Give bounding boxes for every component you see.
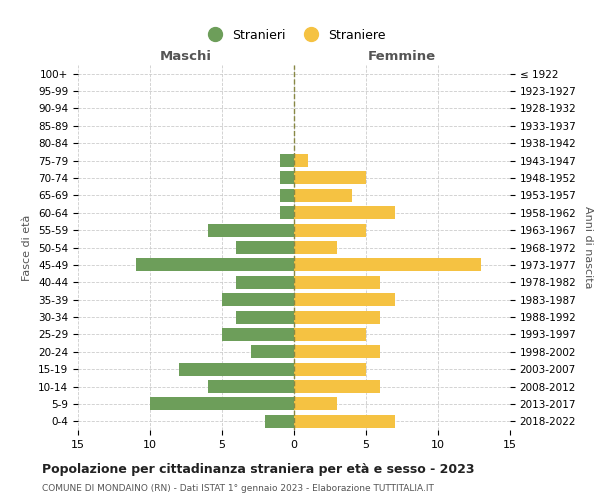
Text: Femmine: Femmine — [368, 50, 436, 64]
Bar — [208, 224, 294, 236]
Bar — [294, 258, 481, 272]
Bar — [294, 154, 308, 167]
Bar — [280, 154, 294, 167]
Bar — [222, 328, 294, 341]
Bar — [294, 415, 395, 428]
Bar — [265, 415, 294, 428]
Bar — [294, 328, 366, 341]
Bar — [294, 362, 366, 376]
Bar — [179, 362, 294, 376]
Text: Popolazione per cittadinanza straniera per età e sesso - 2023: Popolazione per cittadinanza straniera p… — [42, 462, 475, 475]
Text: Maschi: Maschi — [160, 50, 212, 64]
Bar — [136, 258, 294, 272]
Bar — [280, 189, 294, 202]
Bar — [294, 310, 380, 324]
Bar — [294, 398, 337, 410]
Bar — [280, 206, 294, 220]
Bar — [294, 293, 395, 306]
Bar — [294, 241, 337, 254]
Bar — [294, 206, 395, 220]
Bar — [280, 172, 294, 184]
Bar — [294, 380, 380, 393]
Bar — [236, 310, 294, 324]
Legend: Stranieri, Straniere: Stranieri, Straniere — [197, 24, 391, 47]
Bar — [150, 398, 294, 410]
Y-axis label: Fasce di età: Fasce di età — [22, 214, 32, 280]
Bar — [294, 172, 366, 184]
Bar — [294, 276, 380, 289]
Bar — [294, 224, 366, 236]
Bar — [251, 346, 294, 358]
Bar — [294, 346, 380, 358]
Bar — [294, 189, 352, 202]
Bar — [222, 293, 294, 306]
Bar — [236, 276, 294, 289]
Bar — [236, 241, 294, 254]
Text: COMUNE DI MONDAINO (RN) - Dati ISTAT 1° gennaio 2023 - Elaborazione TUTTITALIA.I: COMUNE DI MONDAINO (RN) - Dati ISTAT 1° … — [42, 484, 434, 493]
Y-axis label: Anni di nascita: Anni di nascita — [583, 206, 593, 289]
Bar — [208, 380, 294, 393]
